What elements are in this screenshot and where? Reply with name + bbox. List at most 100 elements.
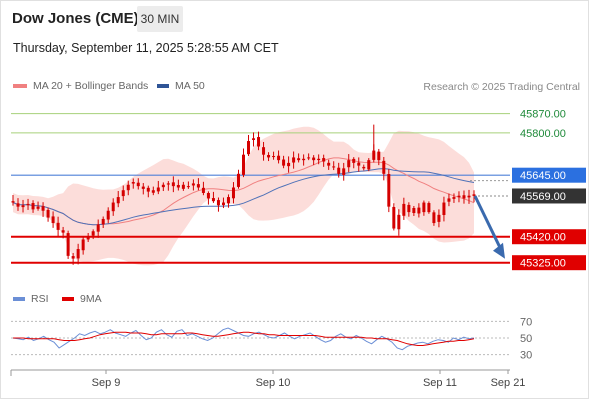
candle-body — [397, 214, 401, 230]
candle-body — [26, 203, 30, 206]
candle-body — [31, 203, 35, 210]
candle-body — [51, 216, 55, 224]
price-label: 45569.00 — [520, 191, 566, 203]
forecast-arrow-head — [493, 242, 505, 259]
candle-body — [287, 162, 291, 167]
candle-body — [257, 137, 261, 147]
candle-body — [242, 154, 245, 175]
candle-body — [171, 182, 175, 187]
candle-body — [272, 156, 276, 158]
price-label: 45645.00 — [520, 170, 566, 182]
price-label-box — [512, 188, 586, 204]
candle-body — [407, 204, 411, 213]
candle-body — [151, 190, 155, 193]
legend-ma50-label: MA 50 — [175, 80, 205, 92]
candle-body — [121, 190, 125, 197]
legend-rsi-label: RSI — [31, 293, 49, 305]
candle-body — [377, 151, 381, 161]
chart-title: Dow Jones (CME) — [12, 10, 139, 27]
candle-body — [417, 207, 421, 214]
candle-body — [427, 203, 431, 213]
candle-body — [292, 157, 296, 163]
candle-body — [302, 158, 306, 161]
candle-body — [186, 186, 190, 188]
candle-body — [131, 182, 135, 184]
candle-body — [16, 203, 20, 207]
candle-body — [36, 206, 40, 209]
x-tick-label: Sep 21 — [491, 377, 526, 389]
candle-body — [337, 167, 341, 174]
candle-body — [116, 197, 120, 204]
price-label: 45420.00 — [520, 232, 566, 244]
candle-body — [252, 138, 256, 140]
candle-body — [146, 187, 150, 192]
candle-body — [161, 184, 165, 188]
rsi-ma-swatch — [62, 297, 74, 301]
rsi-tick-label: 70 — [520, 316, 532, 328]
candle-body — [247, 141, 251, 155]
candle-body — [21, 205, 25, 208]
candle-body — [71, 256, 75, 259]
legend-ma50: MA 50 — [157, 80, 205, 92]
timeframe-button[interactable]: 30 MIN — [137, 6, 183, 32]
candle-body — [41, 206, 45, 211]
price-label-box — [512, 167, 586, 183]
candle-body — [462, 195, 466, 199]
candle-body — [277, 155, 281, 161]
candle-body — [262, 147, 266, 155]
rsi-ma-line — [13, 331, 475, 346]
candle-body — [457, 195, 461, 198]
price-label-box — [512, 255, 586, 271]
candle-body — [432, 212, 436, 224]
candle-body — [467, 195, 471, 198]
legend-ma20: MA 20 + Bollinger Bands — [13, 80, 148, 92]
candle-body — [101, 218, 105, 225]
candle-body — [56, 222, 60, 230]
ma50-swatch — [157, 84, 169, 88]
candle-body — [106, 210, 110, 220]
candle-body — [412, 208, 416, 214]
candle-body — [236, 173, 240, 187]
candle-body — [136, 182, 140, 187]
rsi-tick-label: 50 — [520, 333, 532, 345]
legend-ma20-label: MA 20 + Bollinger Bands — [33, 80, 149, 92]
candle-body — [226, 197, 230, 204]
candle-body — [392, 206, 396, 229]
candle-body — [307, 157, 311, 159]
x-tick-label: Sep 10 — [256, 377, 291, 389]
rsi-line — [12, 327, 475, 351]
candle-body — [81, 239, 85, 251]
timestamp: Thursday, September 11, 2025 5:28:55 AM … — [13, 41, 279, 55]
candle-body — [472, 194, 476, 196]
candle-body — [91, 231, 95, 236]
candle-body — [442, 202, 446, 216]
candle-body — [357, 162, 361, 166]
candle-body — [297, 158, 301, 161]
candle-body — [141, 186, 145, 189]
candle-body — [201, 187, 205, 193]
candle-body — [322, 158, 326, 162]
legend-rsi: RSI — [13, 293, 49, 305]
candle-body — [211, 198, 215, 202]
candle-body — [111, 202, 115, 212]
candle-body — [402, 203, 406, 216]
price-label: 45870.00 — [520, 109, 566, 121]
candle-body — [382, 160, 386, 174]
credit-text: Research © 2025 Trading Central — [423, 81, 580, 93]
ma50-line — [12, 168, 475, 226]
candle-body — [126, 184, 130, 191]
candle-body — [11, 201, 15, 203]
price-label: 45800.00 — [520, 128, 566, 140]
rsi-swatch — [13, 297, 25, 301]
candle-body — [191, 183, 195, 186]
candle-body — [367, 160, 371, 170]
candle-body — [282, 159, 286, 166]
forecast-arrow-shaft — [473, 195, 504, 253]
candle-body — [96, 224, 100, 232]
candle-body — [387, 174, 391, 207]
candle-body — [267, 154, 271, 158]
price-label-box — [512, 229, 586, 245]
x-tick-label: Sep 11 — [423, 377, 457, 389]
candle-body — [437, 214, 441, 222]
